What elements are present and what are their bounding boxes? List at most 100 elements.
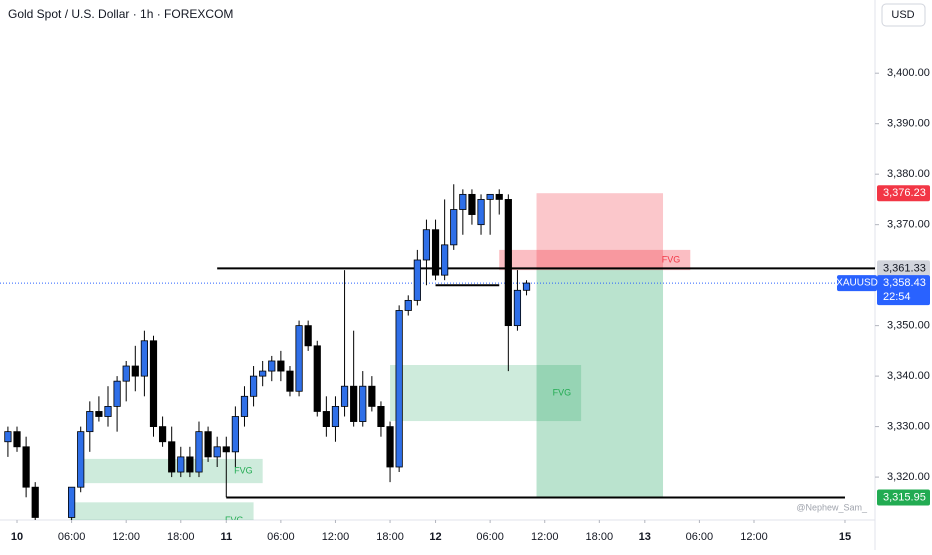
zone — [536, 268, 664, 498]
x-tick-label: 06:00 — [267, 531, 295, 543]
x-tick-label: 06:00 — [686, 531, 714, 543]
candle-body — [359, 385, 367, 422]
candle-body — [386, 426, 394, 468]
watermark: @Nephew_Sam_ — [796, 502, 868, 512]
x-tick-label: 18:00 — [376, 531, 404, 543]
candle-body — [77, 431, 85, 488]
zone-label: FVG — [234, 465, 253, 475]
candle-body — [4, 431, 12, 443]
zone-label: FVG — [662, 254, 681, 264]
symbol: XAUUSD — [836, 278, 878, 289]
x-tick-label: 18:00 — [586, 531, 614, 543]
zone — [390, 365, 582, 422]
zone-label: FVG — [553, 387, 572, 397]
candle-body — [422, 229, 431, 261]
y-tick-label: 3,350.00 — [887, 320, 930, 332]
price-label-box — [877, 489, 930, 506]
countdown: 22:54 — [883, 291, 911, 303]
y-tick-label: 3,400.00 — [887, 67, 930, 79]
candle-body — [441, 244, 449, 276]
x-tick-label: 11 — [220, 531, 232, 543]
x-tick-label: 12:00 — [740, 531, 768, 543]
x-tick-label: 15 — [839, 531, 851, 543]
y-tick-label: 3,330.00 — [887, 421, 930, 433]
candle-body — [513, 289, 522, 327]
x-tick-label: 18:00 — [167, 531, 195, 543]
candle-body — [395, 310, 403, 468]
candle-body — [468, 193, 476, 215]
candle-body — [113, 380, 121, 407]
x-tick-label: 06:00 — [58, 531, 86, 543]
candle-body — [31, 486, 39, 518]
candle-body — [240, 395, 249, 417]
candle-body — [286, 370, 294, 392]
candle-body — [204, 431, 212, 458]
candle-body — [331, 406, 340, 428]
zone — [69, 502, 254, 520]
candle-body — [495, 193, 503, 200]
candle-body — [186, 456, 194, 473]
candle-body — [304, 325, 312, 347]
candle-body — [222, 446, 230, 453]
candle-body — [104, 406, 112, 417]
candle-body — [522, 282, 531, 291]
candle-body — [86, 411, 94, 433]
candle-body — [477, 199, 485, 226]
candle-body — [340, 385, 349, 407]
x-tick-label: 12:00 — [531, 531, 559, 543]
price-label: 3,376.23 — [883, 187, 926, 199]
y-tick-label: 3,390.00 — [887, 118, 930, 130]
candle-body — [404, 299, 412, 311]
y-tick-label: 3,370.00 — [887, 219, 930, 231]
x-tick-label: 12:00 — [112, 531, 140, 543]
x-tick-label: 10 — [11, 531, 23, 543]
candle-body — [259, 370, 267, 377]
candle-body — [377, 406, 385, 428]
candle-body — [313, 345, 321, 412]
candle-body — [131, 365, 139, 377]
candle-body — [22, 446, 30, 488]
price-label: 3,361.33 — [883, 262, 926, 274]
price-label-box — [877, 260, 930, 277]
candle-body — [195, 431, 203, 473]
x-tick-label: 12 — [429, 531, 441, 543]
candle-body — [295, 325, 303, 392]
price-label: 3,358.43 — [883, 277, 926, 289]
currency-button[interactable] — [881, 3, 926, 27]
x-tick-label: 13 — [639, 531, 651, 543]
candle-body — [168, 441, 176, 473]
price-label-box — [877, 275, 930, 306]
candle-body — [177, 456, 185, 473]
y-tick-label: 3,380.00 — [887, 168, 930, 180]
y-tick-label: 3,320.00 — [887, 471, 930, 483]
plot: FVG FVG FVG FVG — [0, 184, 875, 520]
candle-body — [122, 365, 130, 382]
zone — [499, 249, 691, 271]
price-label: 3,315.95 — [883, 491, 926, 503]
currency[interactable]: USD — [891, 9, 914, 21]
chart-title: Gold Spot / U.S. Dollar · 1h · FOREXCOM — [8, 7, 233, 21]
candle-body — [249, 375, 258, 397]
candle-body — [368, 385, 376, 407]
candle-body — [268, 360, 276, 372]
candle-body — [486, 193, 494, 200]
candle-body — [350, 385, 358, 422]
price-label-box — [877, 185, 930, 202]
candle-body — [431, 229, 440, 276]
candle-body — [322, 411, 330, 428]
candle-body — [504, 199, 512, 327]
x-tick-label: 12:00 — [322, 531, 350, 543]
candle-body — [413, 259, 421, 301]
candle-body — [450, 209, 458, 246]
candle-body — [459, 193, 467, 210]
candle-body — [140, 340, 148, 377]
candle-body — [213, 446, 221, 458]
candle-body — [158, 426, 167, 443]
symbol-tag — [837, 275, 877, 292]
candle-body — [231, 416, 239, 453]
candle-body — [149, 340, 158, 428]
candle-body — [68, 486, 76, 518]
candle-body — [277, 360, 285, 372]
